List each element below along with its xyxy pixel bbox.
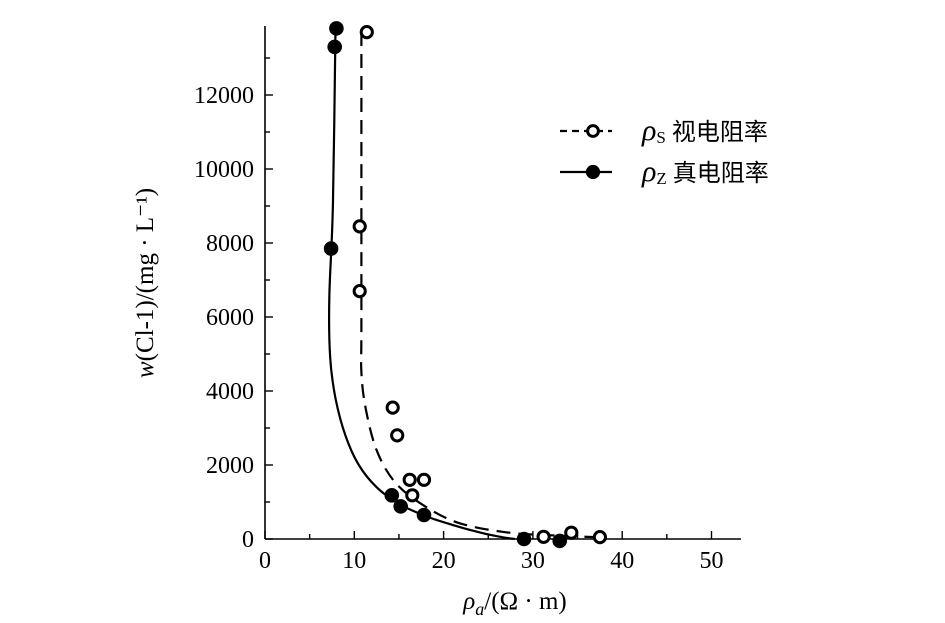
y-axis-title: w(Cl-1)/(mg · L⁻¹) xyxy=(132,188,159,378)
data-point-series-1 xyxy=(402,472,417,487)
data-point-series-1 xyxy=(564,525,579,540)
y-tick-label: 8000 xyxy=(206,231,254,257)
y-tick-label: 2000 xyxy=(206,453,254,479)
x-tick-label: 30 xyxy=(521,548,545,574)
x-axis-title: ρa/(Ω · m) xyxy=(462,588,566,619)
data-point-series-2 xyxy=(416,507,432,523)
data-point-series-1 xyxy=(536,529,551,544)
x-tick-label: 50 xyxy=(700,548,724,574)
series-line-1 xyxy=(359,32,605,539)
data-point-series-1 xyxy=(405,488,420,503)
data-point-series-1 xyxy=(416,472,432,487)
data-point-series-1 xyxy=(352,219,367,234)
data-point-series-1 xyxy=(385,400,400,415)
axes xyxy=(264,26,741,540)
y-tick-label: 6000 xyxy=(206,305,254,331)
y-tick-label: 10000 xyxy=(194,157,254,183)
data-point-series-1 xyxy=(359,24,374,40)
data-point-series-1 xyxy=(390,428,405,443)
x-tick-label: 0 xyxy=(259,548,271,574)
data-point-series-2 xyxy=(329,21,344,36)
tick-labels: 0 10 20 30 40 50 0 2000 4000 6000 8000 10000 12000 xyxy=(194,83,724,574)
data-point-series-2 xyxy=(393,499,409,514)
y-tick-label: 12000 xyxy=(194,83,254,109)
data-points xyxy=(323,21,608,549)
data-point-series-2 xyxy=(552,533,568,549)
x-tick-label: 20 xyxy=(432,548,456,574)
series-curves xyxy=(327,28,605,541)
x-tick-label: 40 xyxy=(610,548,634,574)
series-line-2 xyxy=(327,28,516,541)
x-tick-label: 10 xyxy=(342,548,366,574)
legend: ρS 视电阻率 ρZ 真电阻率 xyxy=(560,114,769,188)
y-tick-label: 4000 xyxy=(206,379,254,405)
data-point-series-1 xyxy=(592,530,608,545)
data-point-series-2 xyxy=(323,241,339,256)
axis-titles: ρa/(Ω · m) w(Cl-1)/(mg · L⁻¹) xyxy=(132,188,567,619)
legend-label-1: ρS 视电阻率 xyxy=(641,114,768,147)
legend-marker-1 xyxy=(586,124,600,138)
data-point-series-2 xyxy=(327,39,343,55)
legend-marker-2 xyxy=(585,164,601,180)
data-point-series-1 xyxy=(352,284,367,299)
legend-label-2: ρZ 真电阻率 xyxy=(641,155,769,188)
y-tick-label: 0 xyxy=(242,527,254,553)
data-point-series-2 xyxy=(516,531,532,547)
data-point-series-2 xyxy=(384,488,400,503)
